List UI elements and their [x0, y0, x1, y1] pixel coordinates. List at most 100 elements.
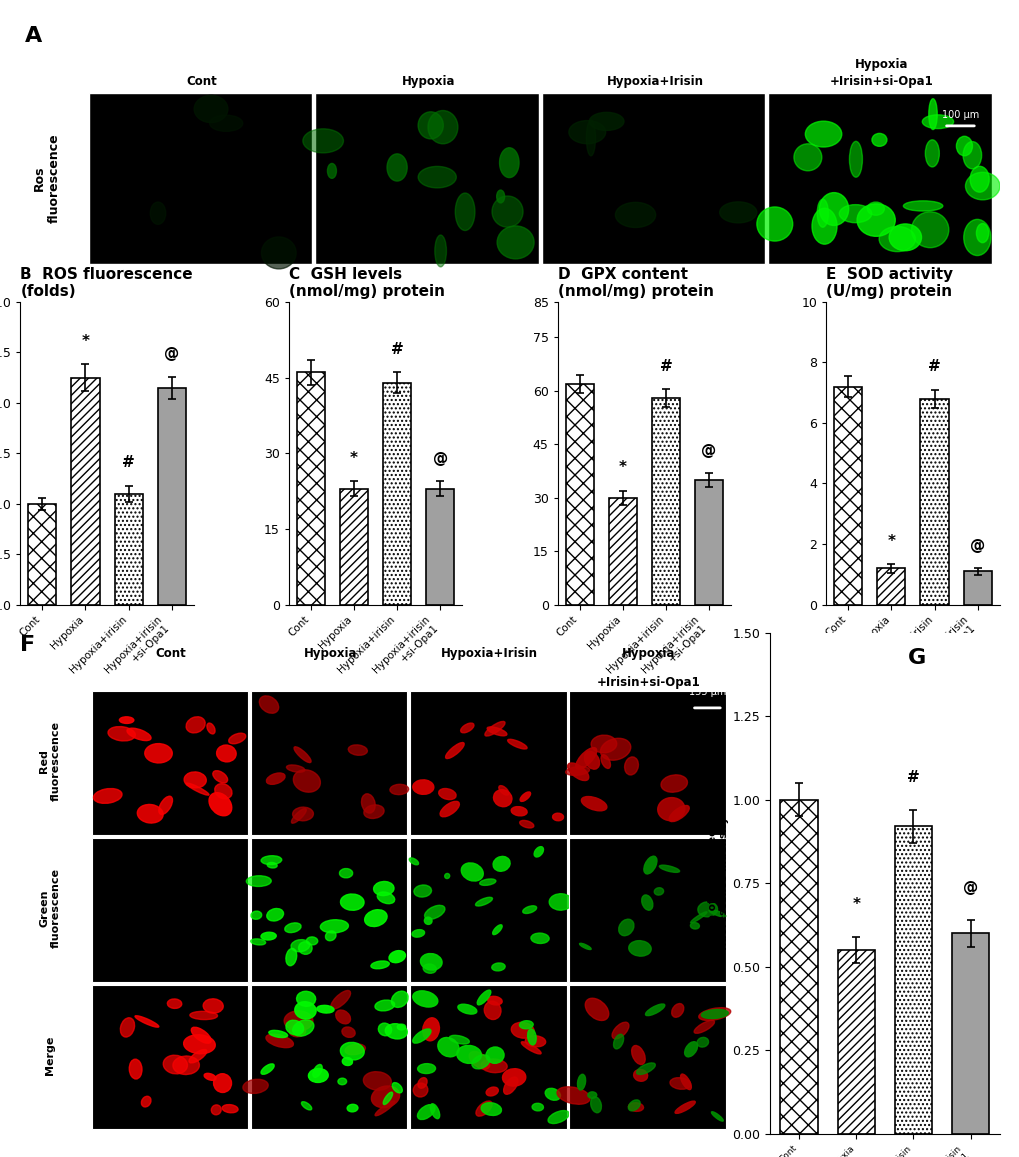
- Ellipse shape: [377, 892, 394, 904]
- Ellipse shape: [189, 1049, 207, 1063]
- Ellipse shape: [486, 1088, 498, 1096]
- Ellipse shape: [335, 1010, 351, 1024]
- Ellipse shape: [409, 858, 418, 864]
- Text: 135 μm: 135 μm: [688, 687, 726, 697]
- Ellipse shape: [600, 754, 609, 768]
- Bar: [410, 691, 566, 835]
- Ellipse shape: [286, 765, 305, 772]
- Ellipse shape: [342, 1057, 353, 1066]
- Ellipse shape: [816, 199, 827, 227]
- Ellipse shape: [547, 1111, 569, 1123]
- Ellipse shape: [203, 998, 223, 1014]
- Ellipse shape: [428, 111, 458, 143]
- Ellipse shape: [417, 1105, 434, 1120]
- Bar: [569, 985, 726, 1129]
- Ellipse shape: [481, 1059, 506, 1073]
- Ellipse shape: [207, 723, 215, 734]
- Ellipse shape: [871, 133, 887, 146]
- Text: @: @: [701, 443, 716, 458]
- Text: Ros
fluorescence: Ros fluorescence: [33, 134, 60, 223]
- Text: +Irisin+si-Opa1: +Irisin+si-Opa1: [597, 676, 700, 688]
- Bar: [608, 498, 636, 605]
- Ellipse shape: [261, 237, 296, 268]
- Bar: [651, 398, 680, 605]
- Ellipse shape: [163, 1055, 187, 1074]
- Ellipse shape: [430, 1104, 439, 1119]
- Ellipse shape: [306, 937, 318, 945]
- Ellipse shape: [657, 797, 684, 820]
- Ellipse shape: [719, 201, 756, 223]
- Ellipse shape: [213, 771, 227, 783]
- Ellipse shape: [438, 789, 455, 799]
- Ellipse shape: [611, 1022, 629, 1039]
- Ellipse shape: [612, 1034, 623, 1049]
- Ellipse shape: [928, 98, 936, 130]
- Bar: [837, 950, 874, 1134]
- Text: #: #: [906, 769, 919, 784]
- Ellipse shape: [371, 961, 389, 968]
- Ellipse shape: [185, 716, 205, 732]
- Ellipse shape: [414, 885, 431, 897]
- Ellipse shape: [417, 1063, 435, 1074]
- Ellipse shape: [586, 120, 595, 156]
- Bar: [158, 388, 185, 605]
- Ellipse shape: [291, 809, 306, 824]
- Ellipse shape: [186, 783, 209, 795]
- Bar: [569, 691, 726, 835]
- Ellipse shape: [552, 813, 564, 820]
- Text: A: A: [25, 25, 43, 45]
- Bar: [339, 488, 368, 605]
- Ellipse shape: [566, 767, 589, 775]
- Ellipse shape: [215, 783, 231, 798]
- Ellipse shape: [347, 745, 367, 756]
- Ellipse shape: [284, 923, 301, 933]
- Bar: [963, 572, 990, 605]
- Ellipse shape: [292, 1019, 314, 1037]
- Ellipse shape: [519, 1020, 533, 1029]
- Ellipse shape: [454, 193, 475, 230]
- Ellipse shape: [522, 906, 536, 914]
- Ellipse shape: [396, 1024, 406, 1030]
- Ellipse shape: [418, 112, 443, 139]
- Ellipse shape: [120, 1018, 135, 1037]
- Text: B  ROS fluorescence
(folds): B ROS fluorescence (folds): [20, 267, 193, 300]
- Ellipse shape: [878, 227, 914, 251]
- Ellipse shape: [325, 931, 335, 941]
- Bar: [569, 838, 726, 982]
- Ellipse shape: [498, 786, 508, 795]
- Ellipse shape: [228, 734, 246, 744]
- Ellipse shape: [589, 112, 624, 131]
- Ellipse shape: [653, 887, 663, 896]
- Bar: [894, 826, 931, 1134]
- Ellipse shape: [190, 1011, 217, 1019]
- Ellipse shape: [346, 1104, 358, 1112]
- Ellipse shape: [266, 1034, 293, 1047]
- Ellipse shape: [424, 905, 444, 920]
- Ellipse shape: [420, 953, 441, 970]
- Ellipse shape: [412, 929, 424, 937]
- Ellipse shape: [267, 862, 277, 868]
- Bar: [92, 838, 248, 982]
- Ellipse shape: [576, 747, 596, 769]
- Ellipse shape: [445, 743, 464, 759]
- Ellipse shape: [690, 922, 699, 929]
- Text: Hypoxia: Hypoxia: [304, 647, 357, 659]
- Ellipse shape: [135, 1016, 159, 1027]
- Bar: [919, 399, 948, 605]
- Text: 100 μm: 100 μm: [941, 110, 978, 119]
- Ellipse shape: [364, 909, 387, 927]
- Ellipse shape: [127, 728, 151, 740]
- Ellipse shape: [969, 167, 988, 192]
- Ellipse shape: [636, 1063, 654, 1075]
- Y-axis label: Ratio of red to green
fluorescence indensity: Ratio of red to green fluorescence inden…: [707, 817, 729, 950]
- Ellipse shape: [204, 1074, 216, 1081]
- Ellipse shape: [385, 1024, 407, 1039]
- Ellipse shape: [129, 1059, 142, 1079]
- Ellipse shape: [924, 140, 938, 167]
- Ellipse shape: [364, 805, 384, 818]
- Ellipse shape: [261, 1063, 274, 1075]
- Ellipse shape: [643, 856, 656, 874]
- Bar: [410, 985, 566, 1129]
- Ellipse shape: [340, 894, 364, 911]
- Ellipse shape: [499, 148, 519, 177]
